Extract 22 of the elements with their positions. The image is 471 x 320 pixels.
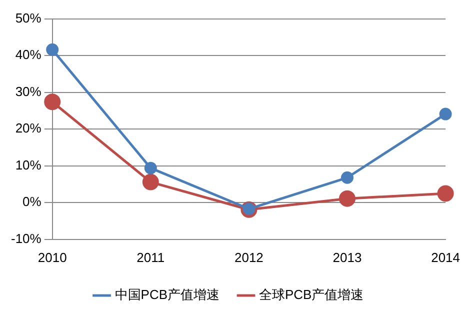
y-tick-label: 20%	[15, 120, 42, 136]
point	[340, 171, 354, 184]
legend-label: 中国PCB产值增速	[114, 287, 220, 302]
x-tick-label: 2013	[332, 250, 362, 265]
point	[46, 43, 59, 56]
point	[439, 108, 452, 120]
point	[437, 185, 454, 202]
y-tick-label: 40%	[15, 47, 42, 62]
y-tick-label: 10%	[15, 157, 42, 172]
point	[44, 94, 61, 110]
x-tick-label: 2011	[136, 250, 165, 265]
y-tick-label: -10%	[10, 230, 42, 246]
point	[144, 162, 157, 174]
y-tick-label: 50%	[15, 10, 42, 26]
legend-label: 全球PCB产值增速	[259, 287, 364, 302]
y-tick-label: 30%	[15, 84, 42, 99]
y-tick-label: 0%	[22, 194, 42, 210]
x-tick-label: 2010	[38, 250, 67, 265]
point	[338, 190, 356, 207]
point	[142, 174, 159, 190]
x-tick-label: 2012	[234, 250, 264, 265]
x-tick-label: 2014	[431, 250, 460, 265]
